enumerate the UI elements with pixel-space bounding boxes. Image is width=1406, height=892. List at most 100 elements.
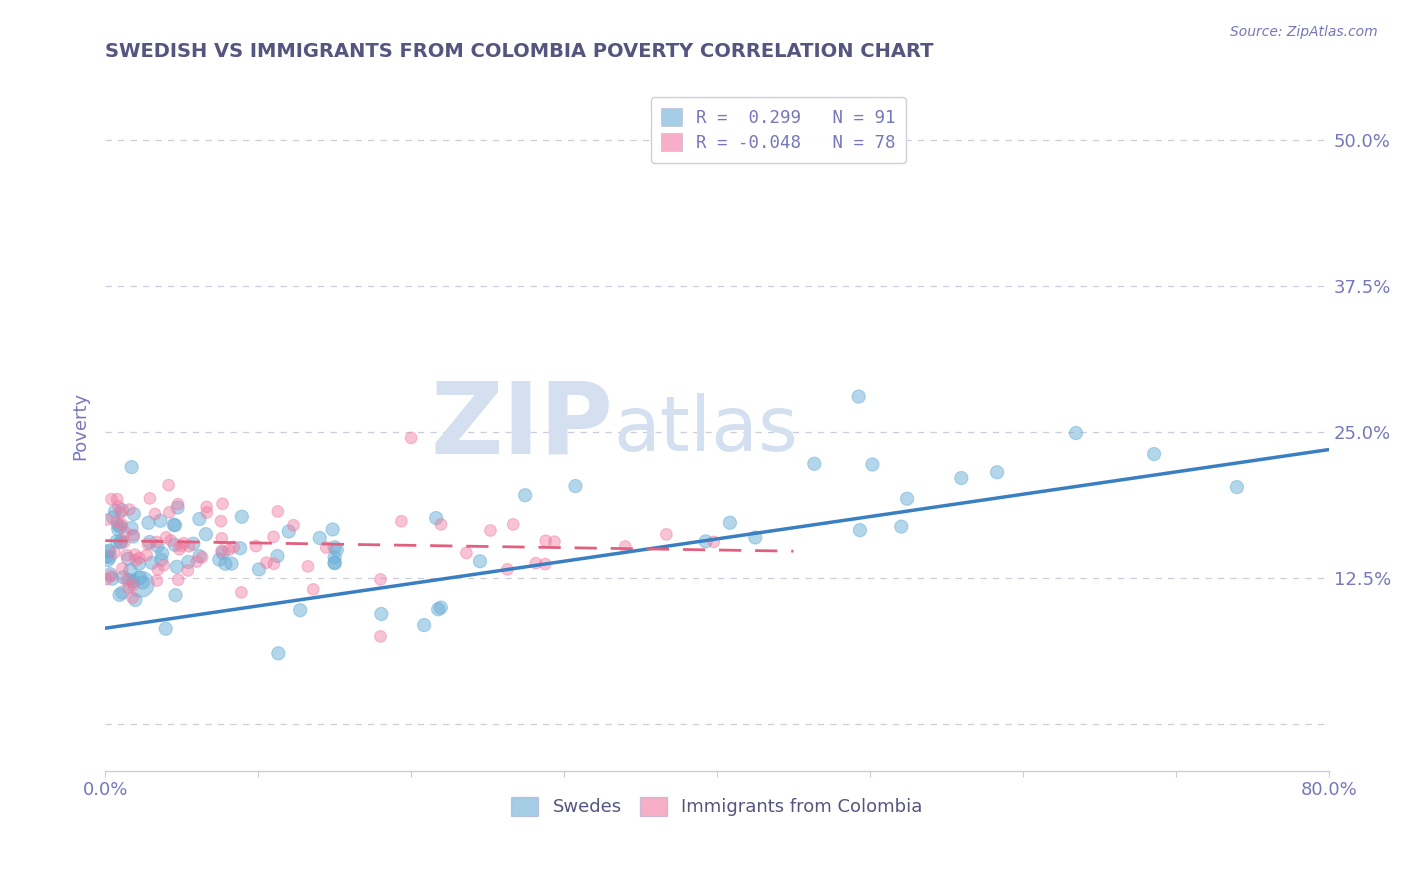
Point [186, 555, 208, 569]
Point [263, 557, 285, 571]
Point [247, 562, 270, 576]
Point [170, 539, 193, 553]
Point [229, 541, 252, 556]
Point [118, 502, 141, 516]
Point [100, 492, 122, 507]
Point [209, 514, 232, 528]
Point [121, 591, 143, 605]
Point [100, 569, 122, 583]
Point [111, 517, 134, 532]
Point [118, 573, 141, 587]
Point [105, 492, 128, 507]
Point [157, 505, 180, 519]
Point [195, 500, 218, 514]
Point [896, 491, 918, 506]
Point [101, 572, 124, 586]
Point [124, 593, 146, 607]
Point [297, 559, 319, 574]
Point [695, 534, 717, 549]
Point [121, 521, 143, 535]
Point [191, 550, 214, 565]
Point [108, 588, 131, 602]
Point [163, 538, 186, 552]
Point [145, 535, 167, 549]
Point [370, 629, 392, 643]
Point [183, 536, 205, 550]
Y-axis label: Poverty: Poverty [72, 392, 89, 460]
Point [399, 431, 422, 445]
Point [122, 507, 145, 521]
Point [152, 558, 174, 573]
Point [803, 457, 825, 471]
Point [231, 585, 253, 599]
Point [718, 516, 741, 530]
Point [479, 524, 502, 538]
Point [267, 504, 290, 518]
Point [163, 517, 186, 532]
Point [308, 531, 330, 545]
Point [167, 497, 190, 511]
Point [122, 578, 145, 592]
Point [194, 527, 217, 541]
Point [256, 556, 278, 570]
Point [218, 542, 240, 557]
Point [167, 573, 190, 587]
Point [496, 562, 519, 576]
Point [111, 585, 134, 599]
Point [115, 548, 138, 562]
Point [155, 622, 177, 636]
Point [129, 577, 152, 591]
Point [97, 545, 120, 559]
Point [165, 588, 187, 602]
Point [231, 509, 253, 524]
Point [141, 556, 163, 570]
Point [97, 543, 120, 558]
Point [468, 554, 491, 568]
Point [122, 528, 145, 542]
Point [149, 514, 172, 528]
Point [111, 561, 134, 575]
Point [266, 549, 288, 563]
Point [105, 534, 128, 549]
Point [112, 535, 135, 549]
Point [534, 557, 557, 571]
Point [211, 532, 233, 546]
Point [288, 603, 311, 617]
Point [104, 504, 127, 518]
Point [173, 536, 195, 550]
Point [125, 553, 148, 567]
Point [157, 478, 180, 492]
Point [208, 552, 231, 566]
Point [115, 573, 138, 587]
Point [848, 390, 870, 404]
Point [107, 522, 129, 536]
Point [222, 540, 245, 554]
Point [121, 460, 143, 475]
Point [135, 548, 157, 562]
Point [155, 530, 177, 544]
Point [430, 600, 453, 615]
Point [97, 553, 120, 567]
Point [302, 582, 325, 597]
Point [1064, 425, 1087, 440]
Point [370, 607, 392, 621]
Point [98, 567, 121, 582]
Point [1143, 447, 1166, 461]
Point [326, 543, 349, 558]
Point [110, 535, 132, 549]
Point [703, 534, 725, 549]
Point [323, 550, 346, 565]
Point [323, 556, 346, 570]
Point [96, 512, 118, 526]
Point [211, 546, 233, 560]
Point [138, 516, 160, 530]
Point [860, 458, 883, 472]
Point [114, 525, 136, 540]
Point [177, 555, 200, 569]
Point [150, 546, 173, 560]
Point [370, 573, 392, 587]
Legend: Swedes, Immigrants from Colombia: Swedes, Immigrants from Colombia [503, 790, 929, 823]
Point [427, 602, 450, 616]
Point [534, 533, 557, 548]
Point [211, 497, 233, 511]
